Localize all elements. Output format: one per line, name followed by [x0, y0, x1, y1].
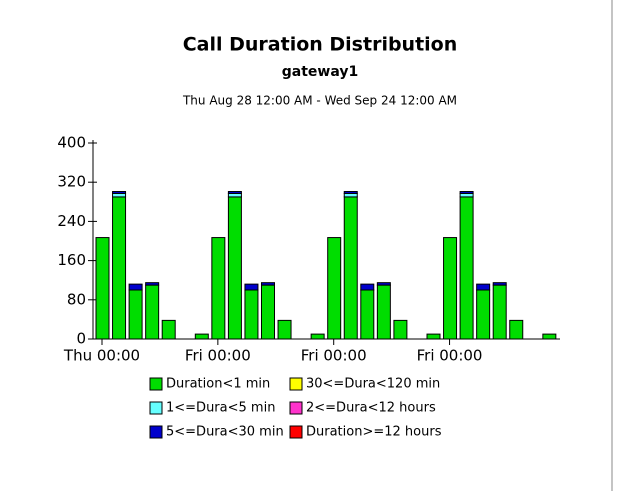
bar-segment — [360, 289, 375, 340]
x-tick-label: Thu 00:00 — [63, 347, 140, 365]
bar-segment — [227, 196, 242, 340]
x-tick-label: Fri 00:00 — [301, 347, 367, 365]
bar-segment — [310, 333, 325, 340]
bar-segment — [128, 283, 143, 291]
legend-swatch — [289, 425, 303, 439]
bar-segment — [261, 284, 275, 340]
y-tick-label: 240 — [57, 212, 86, 230]
bar-segment — [145, 284, 160, 340]
bar-segment — [376, 282, 391, 286]
bar-segment — [459, 192, 474, 198]
bar-segment — [327, 237, 342, 340]
bar-segment — [492, 284, 507, 340]
y-tick-label: 160 — [57, 251, 86, 269]
bar-segment — [343, 191, 358, 194]
bar-segment — [128, 289, 143, 340]
legend-label: 1<=Dura<5 min — [166, 401, 275, 416]
bar-segment — [227, 192, 242, 198]
legend-swatch — [289, 401, 303, 415]
bar-segment — [426, 333, 441, 340]
bar-segment — [509, 319, 524, 340]
bar-segment — [194, 333, 209, 340]
bar-segment — [211, 237, 226, 340]
y-tick-label: 0 — [76, 330, 86, 348]
legend-swatch — [149, 401, 163, 415]
bar-segment — [459, 196, 474, 340]
bar-segment — [443, 237, 458, 340]
bar-segment — [393, 319, 408, 340]
bar-segment — [112, 192, 127, 198]
bar-segment — [244, 283, 259, 291]
bar-segment — [227, 191, 242, 194]
bar-segment — [161, 319, 176, 340]
legend-label: 30<=Dura<120 min — [306, 377, 440, 392]
bar-segment — [492, 282, 507, 286]
y-tick-label: 320 — [57, 173, 86, 191]
bar-segment — [95, 237, 110, 340]
bar-segment — [343, 192, 358, 198]
legend-swatch — [149, 425, 163, 439]
bar-segment — [244, 289, 259, 340]
chart-title: Call Duration Distribution — [183, 34, 458, 56]
y-tick-label: 80 — [67, 290, 86, 308]
bar-segment — [261, 282, 275, 286]
bar-segment — [542, 333, 557, 340]
bar-segment — [476, 283, 491, 291]
bar-segment — [112, 196, 127, 340]
legend-label: 5<=Dura<30 min — [166, 425, 284, 440]
bar-segment — [360, 283, 375, 291]
legend-swatch — [149, 377, 163, 391]
bar-segment — [112, 191, 127, 194]
bar-segment — [459, 191, 474, 194]
legend-label: Duration<1 min — [166, 377, 270, 392]
bar-segment — [376, 284, 391, 340]
x-tick-label: Fri 00:00 — [185, 347, 251, 365]
legend-label: 2<=Dura<12 hours — [306, 401, 436, 416]
legend-label: Duration>=12 hours — [306, 425, 442, 440]
x-tick-label: Fri 00:00 — [417, 347, 483, 365]
legend-swatch — [289, 377, 303, 391]
y-tick-label: 400 — [57, 134, 86, 152]
bar-segment — [277, 319, 292, 340]
bar-segment — [145, 282, 160, 286]
bar-segment — [476, 289, 491, 340]
bar-segment — [343, 196, 358, 340]
chart-subtitle: gateway1 — [282, 64, 358, 80]
date-range: Thu Aug 28 12:00 AM - Wed Sep 24 12:00 A… — [182, 94, 457, 108]
